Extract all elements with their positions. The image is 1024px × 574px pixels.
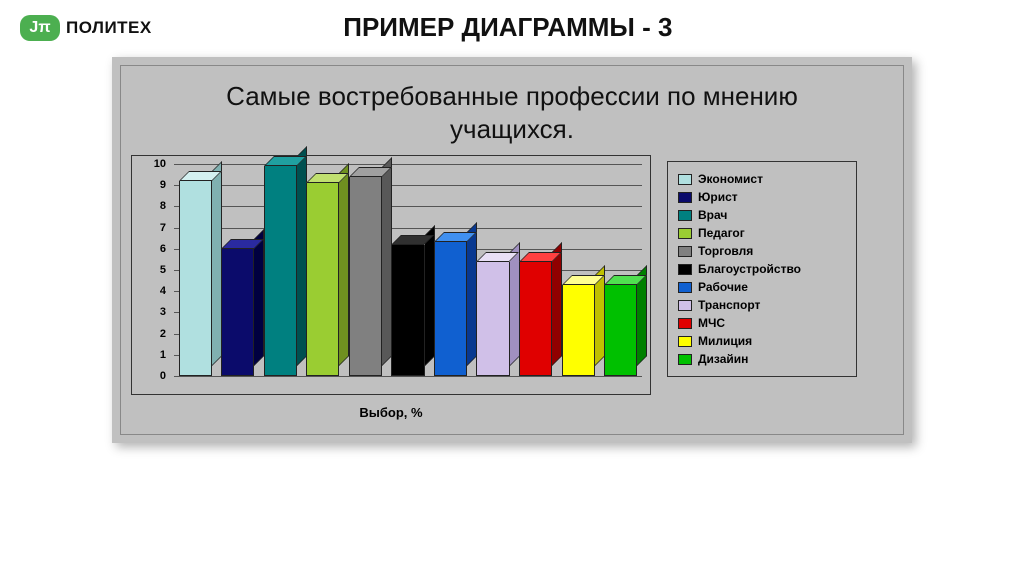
bar-front [264,166,297,376]
plot-area: 0 1 2 3 4 5 6 7 8 9 10 [131,155,651,395]
y-tick-label: 8 [160,200,166,212]
chart-title: Самые востребованные профессии по мнению… [121,66,903,155]
legend-swatch-icon [678,300,692,311]
logo-text: ПОЛИТЕХ [66,18,152,38]
legend-swatch-icon [678,282,692,293]
y-tick-label: 4 [160,285,166,297]
bar-front [476,262,509,376]
legend-swatch-icon [678,354,692,365]
bar-front [519,262,552,376]
legend-label: Благоустройство [698,262,801,276]
bar-front [349,177,382,376]
legend-swatch-icon [678,318,692,329]
bar [519,262,552,376]
legend-item: Врач [678,206,846,224]
y-tick-label: 10 [154,158,166,170]
bar [434,242,467,376]
bar [476,262,509,376]
logo: Jπ ПОЛИТЕХ [20,15,152,41]
legend-label: Врач [698,208,727,222]
x-axis-label: Выбор, % [131,405,651,420]
legend-label: Юрист [698,190,738,204]
bar [264,166,297,376]
y-tick-label: 0 [160,370,166,382]
legend: Экономист Юрист Врач Педагог Торговля Благоус… [667,161,857,377]
bar-front [604,285,637,376]
y-tick-label: 3 [160,306,166,318]
legend-label: Рабочие [698,280,748,294]
legend-item: Транспорт [678,296,846,314]
plot-wrap: 0 1 2 3 4 5 6 7 8 9 10 Выбор, % [131,155,651,420]
legend-label: Педагог [698,226,745,240]
bar-front [221,249,254,376]
bar-front [391,245,424,376]
logo-badge-icon: Jπ [20,15,60,41]
chart-inner: Самые востребованные профессии по мнению… [120,65,904,435]
legend-swatch-icon [678,174,692,185]
legend-item: Юрист [678,188,846,206]
chart-frame: Самые востребованные профессии по мнению… [112,57,912,443]
y-tick-label: 5 [160,264,166,276]
legend-label: Торговля [698,244,753,258]
legend-item: Торговля [678,242,846,260]
bar [221,249,254,376]
y-tick-label: 2 [160,328,166,340]
bar-front [179,181,212,376]
legend-swatch-icon [678,228,692,239]
page-title: ПРИМЕР ДИАГРАММЫ - 3 [152,12,1004,43]
legend-swatch-icon [678,336,692,347]
legend-label: МЧС [698,316,725,330]
bar [179,181,212,376]
legend-label: Милиция [698,334,752,348]
bar [604,285,637,376]
chart-body: 0 1 2 3 4 5 6 7 8 9 10 Выбор, % Экономист Юрист Врач… [121,155,903,434]
legend-item: Рабочие [678,278,846,296]
legend-item: Педагог [678,224,846,242]
y-tick-label: 7 [160,222,166,234]
y-tick-label: 1 [160,349,166,361]
legend-label: Экономист [698,172,763,186]
legend-item: Экономист [678,170,846,188]
legend-label: Дизайин [698,352,748,366]
bar [391,245,424,376]
legend-item: МЧС [678,314,846,332]
bar-front [434,242,467,376]
y-tick-label: 6 [160,243,166,255]
bar [349,177,382,376]
legend-item: Милиция [678,332,846,350]
bar-front [562,285,595,376]
legend-item: Благоустройство [678,260,846,278]
legend-swatch-icon [678,192,692,203]
bar [306,183,339,376]
legend-swatch-icon [678,210,692,221]
grid-line [174,376,642,377]
legend-item: Дизайин [678,350,846,368]
y-tick-label: 9 [160,179,166,191]
legend-swatch-icon [678,264,692,275]
bar-front [306,183,339,376]
bar [562,285,595,376]
legend-swatch-icon [678,246,692,257]
legend-label: Транспорт [698,298,760,312]
header: Jπ ПОЛИТЕХ ПРИМЕР ДИАГРАММЫ - 3 [0,0,1024,49]
